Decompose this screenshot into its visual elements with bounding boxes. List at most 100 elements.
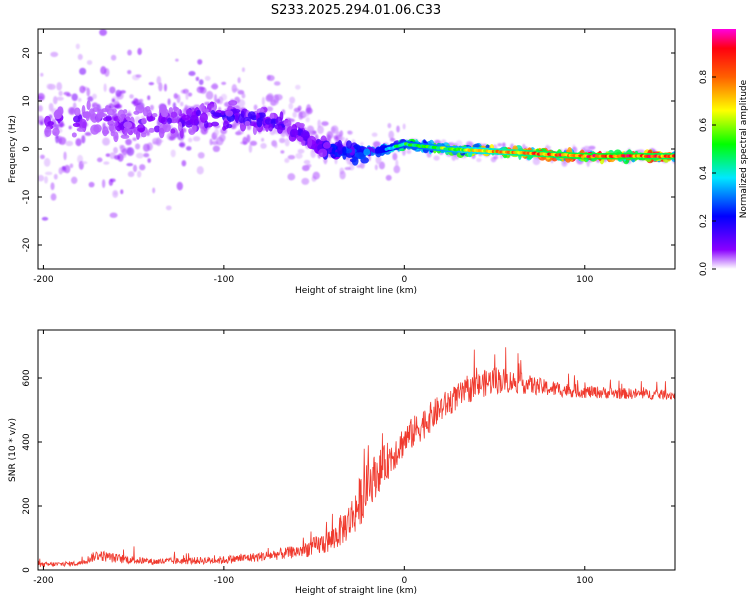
snr-x-label: Height of straight line (km) <box>295 586 417 596</box>
figure-title: S233.2025.294.01.06.C33 <box>271 3 441 18</box>
spectrogram-cell <box>205 90 214 100</box>
spectrogram-cell <box>303 159 311 165</box>
spectrogram-cell <box>249 140 258 146</box>
spectrogram-cell <box>102 129 110 135</box>
colorbar-label: Normalized spectral amplitude <box>739 79 749 218</box>
spectrogram-cell <box>385 174 392 181</box>
spectrogram-cell <box>234 114 239 123</box>
spectrogram-cell <box>117 153 124 162</box>
spectrogram-cell <box>44 171 53 176</box>
spectrogram-cell <box>158 82 163 92</box>
spectrogram-cell <box>123 121 133 129</box>
snr-y-tick-label: 200 <box>22 497 32 514</box>
spectrogram-cell <box>127 171 135 178</box>
spectrogram-cell <box>44 176 49 184</box>
spectrogram-cell <box>181 160 187 167</box>
spectrogram-cell <box>115 103 123 109</box>
spectrogram-cell <box>355 152 365 160</box>
spectrogram-y-label: Frequency (Hz) <box>8 115 18 183</box>
spectrogram-cell <box>110 54 117 61</box>
spectrogram-cell <box>66 93 72 97</box>
spectrogram-cell <box>170 111 178 118</box>
spectrogram-cell <box>396 125 400 133</box>
spectrogram-cell <box>77 97 82 102</box>
colorbar-tick-label: 0.0 <box>699 262 709 277</box>
spectrogram-cell <box>170 149 176 158</box>
spectrogram-cell <box>38 174 45 182</box>
spectrogram-cell <box>300 130 310 140</box>
colorbar-ticks: 0.0 0.2 0.4 0.6 0.8 <box>699 70 716 277</box>
spectrogram-cell <box>273 143 278 149</box>
spectrogram-cell <box>389 137 396 142</box>
snr-y-tick-label: 0 <box>22 567 32 573</box>
spectrogram-cell <box>241 93 246 99</box>
spectrogram-cell <box>166 117 172 124</box>
spectrogram-cell <box>70 176 78 184</box>
spectrogram-cell <box>185 91 189 100</box>
spectrogram-x-ticks: -200 -100 0 100 <box>33 29 594 285</box>
colorbar-tick-label: 0.2 <box>699 214 709 228</box>
spectrogram-cell <box>342 146 347 156</box>
spectrogram-cell <box>79 85 86 94</box>
spectrogram-cell <box>291 128 299 136</box>
spectrogram-cell <box>152 187 156 194</box>
spectrogram-cell <box>143 152 150 158</box>
spectrogram-cell <box>55 134 59 144</box>
spectrogram-cell <box>231 108 241 114</box>
spectrogram-cell <box>192 136 201 142</box>
spectrogram-cell <box>306 163 312 168</box>
spectrogram-cell <box>126 147 135 156</box>
spectrogram-cell <box>198 79 204 86</box>
spectrogram-cell <box>295 84 301 90</box>
spectrogram-cell <box>288 102 294 110</box>
spectrogram-cell <box>279 111 284 121</box>
spectrogram-cell <box>212 145 221 153</box>
spectrogram-cell <box>40 72 44 77</box>
spectrogram-cell <box>149 104 154 111</box>
spectrogram-cell <box>297 122 305 128</box>
spectrogram-cell <box>181 114 191 121</box>
spectrogram-cell <box>392 152 398 161</box>
spectrogram-cell <box>56 96 64 101</box>
spectrogram-cell <box>298 111 304 120</box>
spectrogram-cell <box>289 96 296 104</box>
spectrogram-cell <box>73 115 81 123</box>
spectrogram-cell <box>497 143 503 147</box>
spectrogram-x-tick-label: 0 <box>401 275 407 285</box>
spectrogram-cell <box>170 128 176 134</box>
spectrogram-cell <box>92 93 97 100</box>
snr-x-ticks: -200 -100 0 100 <box>33 330 594 586</box>
spectrogram-cell <box>141 132 147 138</box>
spectrogram-cell <box>387 122 392 129</box>
spectrogram-cell <box>120 90 126 94</box>
spectrogram-cell <box>326 134 332 142</box>
spectrogram-cell <box>76 127 86 132</box>
spectrogram-cell <box>50 117 57 123</box>
spectrogram-cell <box>305 116 310 123</box>
spectrogram-cell <box>222 125 227 131</box>
spectrogram-cell <box>127 70 132 75</box>
spectrogram-cell <box>99 29 108 36</box>
spectrogram-cell <box>137 47 142 56</box>
spectrogram-cell <box>68 106 76 115</box>
spectrogram-cell <box>126 163 134 167</box>
spectrogram-cell <box>56 82 63 91</box>
spectrogram-cell <box>113 147 118 154</box>
spectrogram-cell <box>188 128 193 134</box>
spectrogram-cell <box>97 109 104 119</box>
spectrogram-cell <box>58 90 63 97</box>
spectrogram-cell <box>187 92 193 97</box>
colorbar-tick-label: 0.6 <box>699 118 709 133</box>
spectrogram-cell <box>211 83 218 90</box>
spectrogram-cell <box>78 118 87 130</box>
spectrogram-cell <box>163 83 167 92</box>
spectrogram-cell <box>112 189 119 198</box>
spectrogram-cell <box>378 161 386 170</box>
snr-panel: -200 -100 0 100 0 200 400 600 Height of straig… <box>8 329 676 596</box>
spectrogram-cell <box>75 43 80 50</box>
spectrogram-cell <box>280 150 285 154</box>
spectrogram-y-ticks: -20 -10 0 10 20 <box>22 47 675 252</box>
spectrogram-cell <box>279 137 286 144</box>
spectrogram-cell <box>178 142 185 148</box>
spectrogram-cell <box>388 130 395 140</box>
